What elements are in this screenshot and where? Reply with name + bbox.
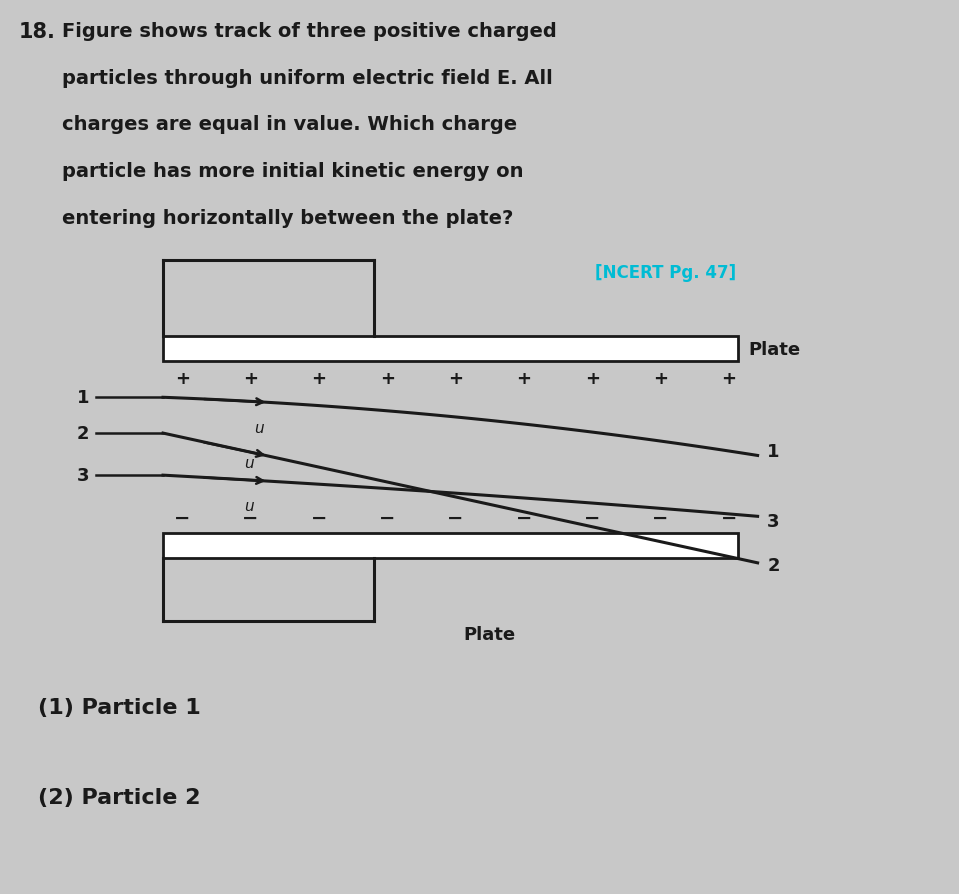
Text: +: + — [312, 369, 326, 387]
Text: −: − — [652, 508, 668, 527]
Text: −: − — [311, 508, 327, 527]
Text: charges are equal in value. Which charge: charges are equal in value. Which charge — [62, 115, 518, 134]
Text: (1) Particle 1: (1) Particle 1 — [38, 697, 201, 717]
Text: −: − — [243, 508, 259, 527]
Text: −: − — [584, 508, 600, 527]
Text: +: + — [585, 369, 599, 387]
Text: 2: 2 — [767, 556, 780, 574]
Text: −: − — [174, 508, 191, 527]
Text: +: + — [721, 369, 737, 387]
Text: +: + — [516, 369, 531, 387]
Text: +: + — [448, 369, 463, 387]
Text: (2) Particle 2: (2) Particle 2 — [38, 787, 200, 806]
Text: −: − — [516, 508, 532, 527]
Text: u: u — [245, 498, 254, 513]
Text: 3: 3 — [77, 467, 89, 485]
Text: 3: 3 — [767, 512, 780, 530]
Text: Figure shows track of three positive charged: Figure shows track of three positive cha… — [62, 22, 557, 41]
FancyBboxPatch shape — [163, 337, 738, 362]
Text: +: + — [380, 369, 395, 387]
Text: u: u — [254, 420, 264, 435]
Text: 2: 2 — [77, 425, 89, 443]
Text: +: + — [175, 369, 190, 387]
Text: particles through uniform electric field E. All: particles through uniform electric field… — [62, 69, 553, 88]
FancyBboxPatch shape — [163, 534, 738, 559]
Text: [NCERT Pg. 47]: [NCERT Pg. 47] — [595, 264, 736, 282]
Text: particle has more initial kinetic energy on: particle has more initial kinetic energy… — [62, 162, 524, 181]
Text: u: u — [245, 456, 254, 471]
Text: +: + — [653, 369, 668, 387]
Text: 1: 1 — [767, 443, 780, 460]
Text: Plate: Plate — [748, 341, 800, 358]
Text: −: − — [447, 508, 464, 527]
Text: entering horizontally between the plate?: entering horizontally between the plate? — [62, 208, 514, 227]
Text: Plate: Plate — [463, 626, 515, 644]
Text: +: + — [243, 369, 258, 387]
Text: 18.: 18. — [19, 22, 56, 42]
Text: −: − — [720, 508, 737, 527]
Text: −: − — [379, 508, 395, 527]
Text: 1: 1 — [77, 389, 89, 407]
